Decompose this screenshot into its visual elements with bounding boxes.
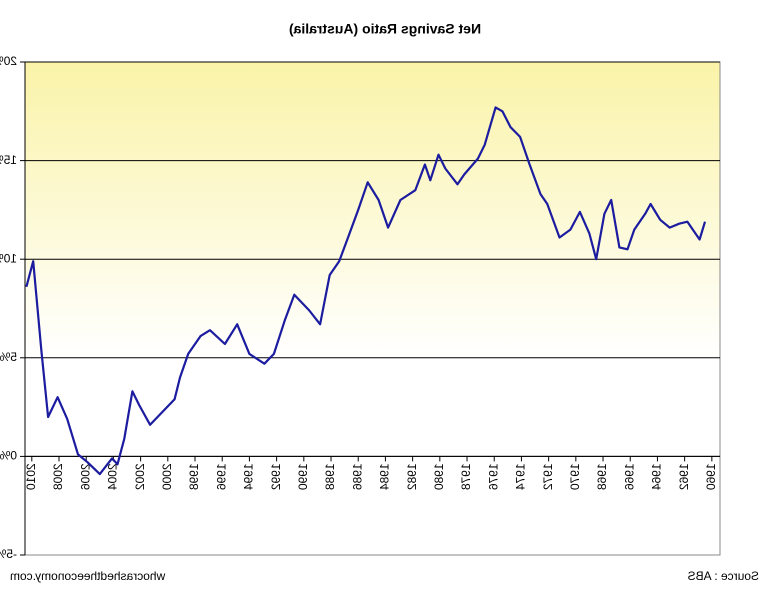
plot-area [24, 61, 721, 556]
x-tick-label: 1960 [704, 463, 718, 490]
website: whocrashedtheeconomy.com [10, 569, 166, 583]
x-tick-label: 1974 [514, 463, 528, 490]
x-tick-label: 1962 [677, 463, 691, 490]
x-tick-label: 1998 [187, 463, 201, 490]
x-tick-label: 1994 [242, 463, 256, 490]
x-tick-label: 1988 [323, 463, 337, 490]
x-tick-label: 1964 [650, 463, 664, 490]
x-tick-label: 1982 [405, 463, 419, 490]
x-tick-label: 1976 [486, 463, 500, 490]
x-tick-label: 2008 [51, 463, 65, 490]
x-tick-label: 1972 [541, 463, 555, 490]
x-tick-label: 2006 [78, 463, 92, 490]
y-tick-label: 20% [0, 54, 17, 68]
x-tick-label: 1968 [595, 463, 609, 490]
y-tick-label: 15% [0, 153, 17, 167]
x-tick-label: 1986 [350, 463, 364, 490]
x-tick-label: 1978 [459, 463, 473, 490]
x-tick-label: 1984 [378, 463, 392, 490]
y-tick-label: 10% [0, 251, 17, 265]
x-tick-label: 1990 [296, 463, 310, 490]
x-tick-label: 2010 [24, 463, 38, 490]
source: Source : ABS [688, 569, 759, 583]
x-tick-label: 1980 [432, 463, 446, 490]
x-tick-label: 1966 [622, 463, 636, 490]
x-tick-label: 1996 [214, 463, 228, 490]
x-tick-label: 2002 [133, 463, 147, 490]
x-tick-label: 2004 [106, 463, 120, 490]
x-tick-label: 1992 [269, 463, 283, 490]
chart-title: Net Savings Ratio (Australia) [289, 21, 481, 37]
x-tick-label: 2000 [160, 463, 174, 490]
y-tick-label: -5% [0, 547, 17, 561]
y-tick-label: 5% [0, 350, 17, 364]
y-tick-label: 0% [0, 449, 17, 463]
x-tick-label: 1970 [568, 463, 582, 490]
line-series [25, 106, 707, 476]
